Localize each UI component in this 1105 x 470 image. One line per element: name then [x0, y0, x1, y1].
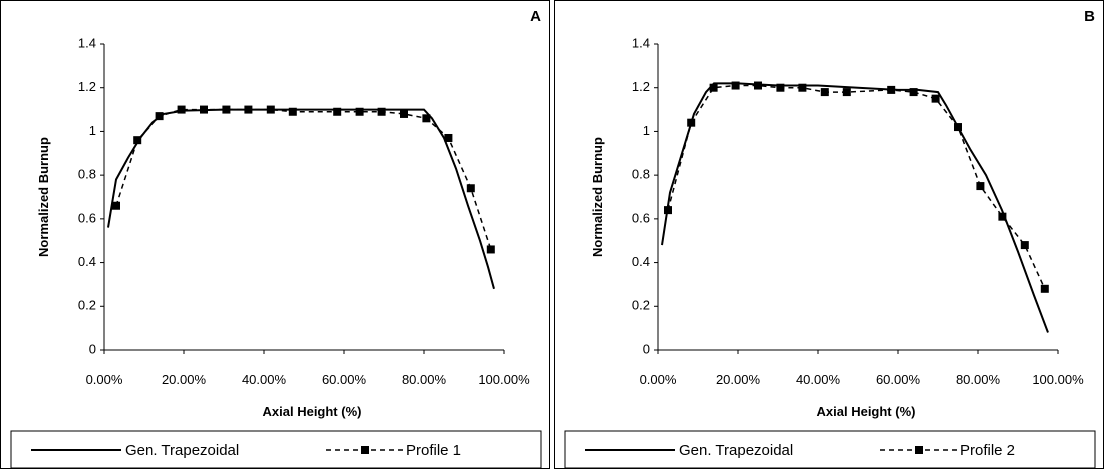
- data-point-marker: [422, 114, 431, 123]
- data-point-marker: [820, 88, 829, 97]
- data-point-marker: [664, 206, 672, 215]
- x-tick-label: 0.00%: [86, 372, 123, 387]
- data-point-marker: [222, 105, 231, 114]
- x-tick-label: 40.00%: [242, 372, 287, 387]
- data-point-marker: [486, 245, 495, 254]
- data-point-marker: [155, 112, 164, 121]
- x-tick-label: 0.00%: [640, 372, 677, 387]
- data-point-marker: [288, 107, 297, 116]
- legend-label: Gen. Trapezoidal: [125, 442, 239, 459]
- y-tick-label: 0.6: [78, 210, 96, 225]
- y-tick-label: 0.2: [78, 298, 96, 313]
- y-tick-label: 1: [643, 123, 650, 138]
- panel-label: A: [530, 8, 541, 25]
- data-point-marker: [887, 85, 896, 94]
- data-point-marker: [200, 105, 208, 114]
- data-point-marker: [687, 118, 696, 127]
- y-tick-label: 0: [89, 341, 96, 356]
- y-tick-label: 0.4: [632, 254, 650, 269]
- data-point-marker: [731, 81, 740, 90]
- y-tick-label: 1.4: [632, 35, 650, 50]
- data-point-marker: [909, 88, 918, 97]
- y-tick-label: 0.4: [78, 254, 96, 269]
- y-axis-label: Normalized Burnup: [590, 137, 605, 257]
- data-point-marker: [954, 123, 962, 132]
- y-tick-label: 1.2: [632, 79, 650, 94]
- y-tick-label: 0.8: [632, 167, 650, 182]
- x-tick-label: 40.00%: [796, 372, 841, 387]
- y-axis-label: Normalized Burnup: [36, 137, 51, 257]
- x-tick-label: 80.00%: [956, 372, 1001, 387]
- data-point-marker: [266, 105, 275, 114]
- chart-a-svg: A 0 0.2 0.4 0.6 0.8 1 1.2 1.4 0.00% 20.00% 40.00% 60…: [10, 8, 542, 469]
- legend-swatch-marker: [915, 446, 923, 454]
- data-point-marker: [444, 133, 453, 142]
- series-line-0: [661, 82, 1049, 333]
- chart-b-svg: B 0 0.2 0.4 0.6 0.8 1 1.2 1.4 0.00% 20.00% 40.00% 60…: [564, 8, 1096, 469]
- data-point-marker: [976, 182, 985, 191]
- data-point-marker: [754, 81, 762, 90]
- data-point-marker: [931, 94, 940, 103]
- data-point-marker: [177, 105, 186, 114]
- data-point-marker: [355, 107, 364, 116]
- y-tick-label: 0.8: [78, 167, 96, 182]
- data-point-marker: [842, 88, 851, 97]
- chart-panel-b: B 0 0.2 0.4 0.6 0.8 1 1.2 1.4 0.00% 20.00% 40.00% 60…: [554, 0, 1104, 469]
- series-line-1: [667, 84, 1046, 290]
- x-tick-label: 60.00%: [876, 372, 921, 387]
- legend-label: Gen. Trapezoidal: [679, 442, 793, 459]
- data-point-marker: [466, 184, 475, 193]
- data-point-marker: [133, 136, 142, 145]
- data-point-marker: [709, 83, 718, 92]
- x-tick-label: 80.00%: [402, 372, 447, 387]
- data-point-marker: [244, 105, 253, 114]
- y-tick-label: 0.2: [632, 298, 650, 313]
- x-tick-label: 100.00%: [1032, 372, 1084, 387]
- legend-label: Profile 1: [406, 442, 461, 459]
- y-tick-label: 0.6: [632, 210, 650, 225]
- data-point-marker: [798, 83, 807, 92]
- data-point-marker: [377, 107, 386, 116]
- y-tick-label: 0: [643, 341, 650, 356]
- x-axis-label: Axial Height (%): [263, 404, 362, 419]
- panel-label: B: [1084, 8, 1095, 25]
- data-point-marker: [112, 201, 120, 210]
- series-line-1: [115, 108, 492, 250]
- x-tick-label: 20.00%: [162, 372, 207, 387]
- x-tick-label: 60.00%: [322, 372, 367, 387]
- legend-swatch-marker: [361, 446, 369, 454]
- y-tick-label: 1.4: [78, 35, 96, 50]
- data-point-marker: [333, 107, 342, 116]
- y-tick-label: 1.2: [78, 79, 96, 94]
- chart-panel-a: A 0 0.2 0.4 0.6 0.8 1 1.2 1.4 0.00% 20.00% 40.00% 60…: [0, 0, 550, 469]
- x-tick-label: 20.00%: [716, 372, 761, 387]
- y-tick-label: 1: [89, 123, 96, 138]
- series-line-0: [107, 108, 495, 290]
- data-point-marker: [776, 83, 785, 92]
- data-point-marker: [1040, 284, 1049, 293]
- x-tick-label: 100.00%: [478, 372, 530, 387]
- data-point-marker: [998, 212, 1007, 221]
- data-point-marker: [400, 109, 408, 118]
- x-axis-label: Axial Height (%): [817, 404, 916, 419]
- data-point-marker: [1020, 241, 1029, 250]
- legend-label: Profile 2: [960, 442, 1015, 459]
